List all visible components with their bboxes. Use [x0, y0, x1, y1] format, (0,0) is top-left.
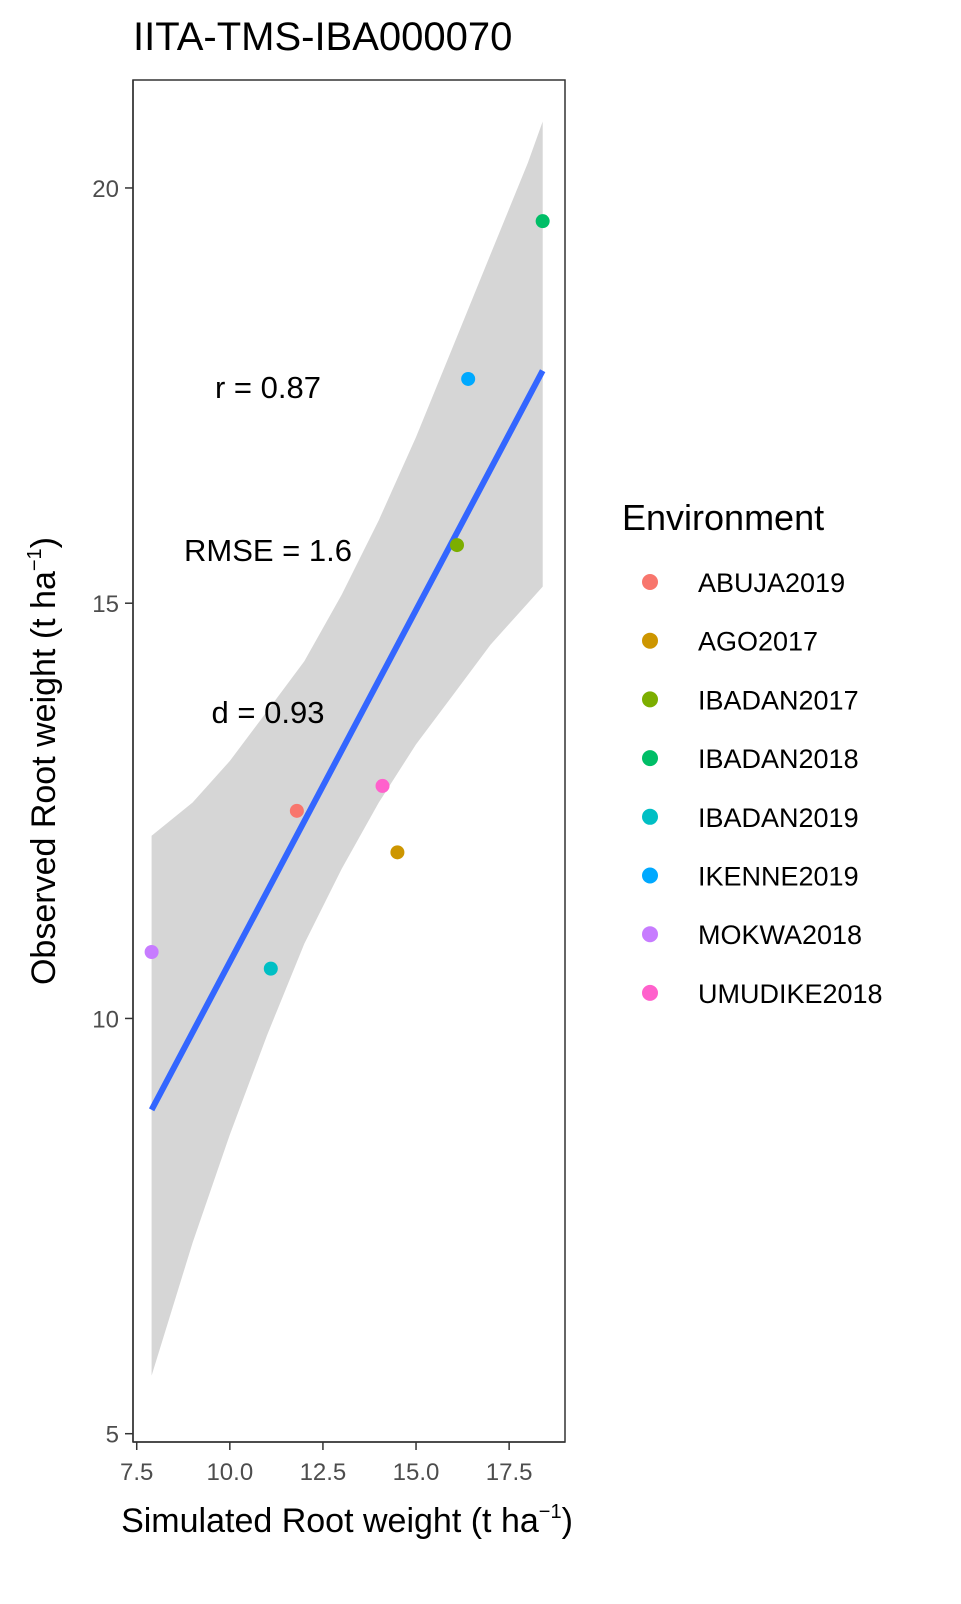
plot-area [144, 121, 550, 1376]
legend-key-ibadan2017 [642, 691, 658, 708]
y-axis-title: Observed Root weight (t ha−1) [24, 537, 63, 985]
annotation-r: r = 0.87 [215, 370, 321, 405]
x-axis-title-text: Simulated Root weight [121, 1502, 462, 1540]
x-tick-label: 7.5 [120, 1459, 153, 1486]
data-point-umudike2018 [375, 778, 390, 793]
legend-label-umudike2018: UMUDIKE2018 [698, 979, 883, 1009]
chart-title: IITA-TMS-IBA000070 [133, 15, 512, 59]
y-tick-label: 20 [92, 176, 119, 203]
x-tick-label: 15.0 [393, 1459, 440, 1486]
data-point-ago2017 [390, 845, 405, 860]
legend-label-ibadan2018: IBADAN2018 [698, 744, 859, 774]
x-tick-label: 10.0 [206, 1459, 253, 1486]
y-tick-label: 15 [92, 591, 119, 618]
legend-key-abuja2019 [642, 574, 658, 590]
data-point-ikenne2019 [461, 371, 476, 386]
y-axis-title-text: Observed Root weight [25, 648, 63, 985]
x-axis: 7.5 10.0 12.5 15.0 17.5 [120, 1441, 565, 1486]
legend-key-mokwa2018 [642, 926, 658, 943]
y-axis-unit: t ha [25, 571, 63, 628]
data-point-abuja2019 [289, 803, 304, 818]
y-axis: 5 10 15 20 [92, 80, 134, 1449]
legend-label-ago2017: AGO2017 [698, 627, 818, 657]
y-axis-unit-exponent: −1 [24, 548, 46, 571]
legend-label-mokwa2018: MOKWA2018 [698, 920, 862, 950]
y-tick-label: 5 [106, 1422, 119, 1449]
legend-key-ago2017 [642, 632, 658, 649]
y-tick-label: 10 [92, 1006, 119, 1033]
annotation-rmse: RMSE = 1.6 [184, 533, 352, 568]
legend-key-ibadan2018 [642, 750, 658, 767]
x-axis-unit: t ha [482, 1502, 539, 1540]
data-point-ibadan2018 [535, 214, 550, 229]
annotation-d: d = 0.93 [212, 695, 325, 730]
data-point-ibadan2019 [263, 961, 278, 976]
legend-label-ibadan2019: IBADAN2019 [698, 803, 859, 833]
legend-label-ikenne2019: IKENNE2019 [698, 862, 859, 892]
legend: Environment ABUJA2019 AGO2017 IBADAN2017 IB… [622, 497, 883, 1009]
confidence-band [151, 121, 543, 1376]
data-point-ibadan2017 [450, 538, 464, 553]
legend-key-umudike2018 [642, 984, 658, 1001]
x-axis-unit-exponent: −1 [539, 1501, 562, 1523]
x-axis-title: Simulated Root weight (t ha−1) [121, 1501, 573, 1540]
legend-title: Environment [622, 497, 824, 538]
legend-label-ibadan2017: IBADAN2017 [698, 685, 859, 715]
data-point-mokwa2018 [144, 945, 159, 960]
x-tick-label: 17.5 [486, 1459, 533, 1486]
regression-line [148, 369, 546, 1112]
legend-key-ikenne2019 [642, 867, 658, 884]
x-tick-label: 12.5 [300, 1459, 347, 1486]
legend-key-ibadan2019 [642, 808, 658, 825]
legend-label-abuja2019: ABUJA2019 [698, 568, 845, 598]
